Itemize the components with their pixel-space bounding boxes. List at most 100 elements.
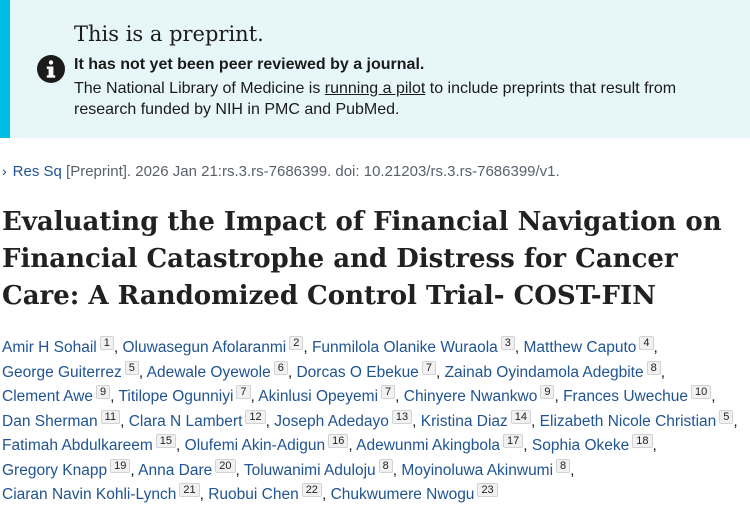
affiliation-badge[interactable]: 3 <box>500 336 515 350</box>
affiliation-badge[interactable]: 8 <box>378 458 393 473</box>
citation-line: › Res Sq [Preprint]. 2026 Jan 21:rs.3.rs-… <box>2 163 560 180</box>
author-separator: , <box>138 363 147 381</box>
affiliation-badge[interactable]: 17 <box>503 434 524 448</box>
author-item: Fatimah Abdulkareem 15 <box>2 434 177 454</box>
author-separator: , <box>199 486 209 503</box>
affiliation-badge[interactable]: 8 <box>646 360 661 375</box>
affiliation-badge[interactable]: 12 <box>245 409 266 424</box>
author-name-link[interactable]: Akinlusi Opeyemi <box>258 388 379 405</box>
affiliation-badge[interactable]: 2 <box>289 336 304 350</box>
author-item: Moyinoluwa Akinwumi 8 <box>401 458 571 479</box>
journal-link[interactable]: Res Sq <box>12 163 62 180</box>
author-name-link[interactable]: Dorcas O Ebekue <box>296 363 419 381</box>
chevron-right-icon: › <box>2 163 7 179</box>
affiliation-badge[interactable]: 21 <box>179 483 200 497</box>
affiliation-badge[interactable]: 11 <box>100 409 121 424</box>
author-name-link[interactable]: Adewunmi Akingbola <box>356 437 501 454</box>
author-separator: , <box>176 437 185 454</box>
affiliation-badge[interactable]: 15 <box>155 434 177 448</box>
author-name-link[interactable]: Olufemi Akin-Adigun <box>184 437 326 454</box>
author-item: Chinyere Nwankwo 9 <box>403 385 555 405</box>
author-separator: , <box>435 363 445 381</box>
banner-title: This is a preprint. <box>74 22 264 46</box>
affiliation-badge[interactable]: 20 <box>215 458 236 473</box>
author-item: Dorcas O Ebekue 7 <box>296 360 436 381</box>
author-separator: , <box>531 412 540 430</box>
author-item: Ciaran Navin Kohli-Lynch 21 <box>2 483 200 503</box>
author-item: Dan Sherman 11 <box>2 409 121 430</box>
author-name-link[interactable]: Ruobui Chen <box>208 486 299 503</box>
author-item: Chukwumere Nwogu 23 <box>330 483 498 503</box>
author-name-link[interactable]: Joseph Adedayo <box>274 412 389 430</box>
author-separator: , <box>321 486 331 503</box>
author-separator: , <box>392 461 402 479</box>
banner-body-before: The National Library of Medicine is <box>74 80 325 97</box>
author-item: Adewale Oyewole 6 <box>146 360 288 381</box>
author-separator: , <box>652 437 657 454</box>
author-separator: , <box>120 412 129 430</box>
author-separator: , <box>348 437 357 454</box>
affiliation-badge[interactable]: 9 <box>96 385 111 399</box>
author-separator: , <box>250 388 259 405</box>
author-separator: , <box>514 339 524 356</box>
author-item: Toluwanimi Aduloju 8 <box>243 458 393 479</box>
author-separator: , <box>660 363 666 381</box>
affiliation-badge[interactable]: 18 <box>632 434 653 448</box>
author-name-link[interactable]: Titilope Ogunniyi <box>118 388 234 405</box>
author-item: Sophia Okeke 18 <box>531 434 653 454</box>
running-a-pilot-link[interactable]: running a pilot <box>324 80 426 97</box>
author-name-link[interactable]: Elizabeth Nicole Christian <box>539 412 717 430</box>
author-name-link[interactable]: George Guiterrez <box>2 363 122 381</box>
affiliation-badge[interactable]: 7 <box>421 360 436 375</box>
author-name-link[interactable]: Matthew Caputo <box>523 339 637 356</box>
affiliation-badge[interactable]: 4 <box>639 336 654 350</box>
author-name-link[interactable]: Frances Uwechue <box>563 388 688 405</box>
author-name-link[interactable]: Sophia Okeke <box>531 437 630 454</box>
author-item: Titilope Ogunniyi 7 <box>118 385 251 405</box>
affiliation-badge[interactable]: 7 <box>236 385 251 399</box>
affiliation-badge[interactable]: 8 <box>556 458 571 473</box>
author-item: Akinlusi Opeyemi 7 <box>258 385 396 405</box>
author-item: Elizabeth Nicole Christian 5 <box>539 409 734 430</box>
author-separator: , <box>412 412 421 430</box>
affiliation-badge[interactable]: 19 <box>110 458 131 473</box>
affiliation-badge[interactable]: 1 <box>99 336 114 350</box>
author-item: George Guiterrez 5 <box>2 360 139 381</box>
affiliation-badge[interactable]: 22 <box>301 483 322 497</box>
author-name-link[interactable]: Toluwanimi Aduloju <box>243 461 376 479</box>
affiliation-badge[interactable]: 14 <box>510 409 532 424</box>
author-name-link[interactable]: Moyinoluwa Akinwumi <box>401 461 554 479</box>
author-item: Anna Dare 20 <box>138 458 236 479</box>
affiliation-badge[interactable]: 16 <box>328 434 349 448</box>
author-name-link[interactable]: Clara N Lambert <box>128 412 243 430</box>
author-name-link[interactable]: Amir H Sohail <box>2 339 97 356</box>
author-separator: , <box>110 388 119 405</box>
author-name-link[interactable]: Funmilola Olanike Wuraola <box>311 339 498 356</box>
affiliation-badge[interactable]: 10 <box>690 385 712 399</box>
author-name-link[interactable]: Anna Dare <box>138 461 213 479</box>
author-name-link[interactable]: Oluwasegun Afolaranmi <box>122 339 287 356</box>
author-name-link[interactable]: Adewale Oyewole <box>146 363 271 381</box>
author-separator: , <box>711 388 716 405</box>
affiliation-badge[interactable]: 6 <box>273 360 288 375</box>
affiliation-badge[interactable]: 9 <box>540 385 555 399</box>
affiliation-badge[interactable]: 13 <box>391 409 413 424</box>
affiliation-badge[interactable]: 7 <box>381 385 396 399</box>
author-name-link[interactable]: Kristina Diaz <box>420 412 508 430</box>
author-separator: , <box>287 363 297 381</box>
author-item: Amir H Sohail 1 <box>2 336 114 356</box>
author-separator: , <box>265 412 275 430</box>
author-name-link[interactable]: Ciaran Navin Kohli-Lynch <box>2 486 177 503</box>
author-item: Clara N Lambert 12 <box>128 409 266 430</box>
affiliation-badge[interactable]: 5 <box>124 360 139 375</box>
author-name-link[interactable]: Gregory Knapp <box>2 461 108 479</box>
author-name-link[interactable]: Chinyere Nwankwo <box>403 388 538 405</box>
author-name-link[interactable]: Clement Awe <box>2 388 94 405</box>
author-name-link[interactable]: Fatimah Abdulkareem <box>2 437 153 454</box>
author-separator: , <box>395 388 404 405</box>
author-name-link[interactable]: Chukwumere Nwogu <box>330 486 475 503</box>
affiliation-badge[interactable]: 5 <box>719 409 734 424</box>
author-name-link[interactable]: Dan Sherman <box>2 412 98 430</box>
affiliation-badge[interactable]: 23 <box>477 483 498 497</box>
author-name-link[interactable]: Zainab Oyindamola Adegbite <box>444 363 644 381</box>
